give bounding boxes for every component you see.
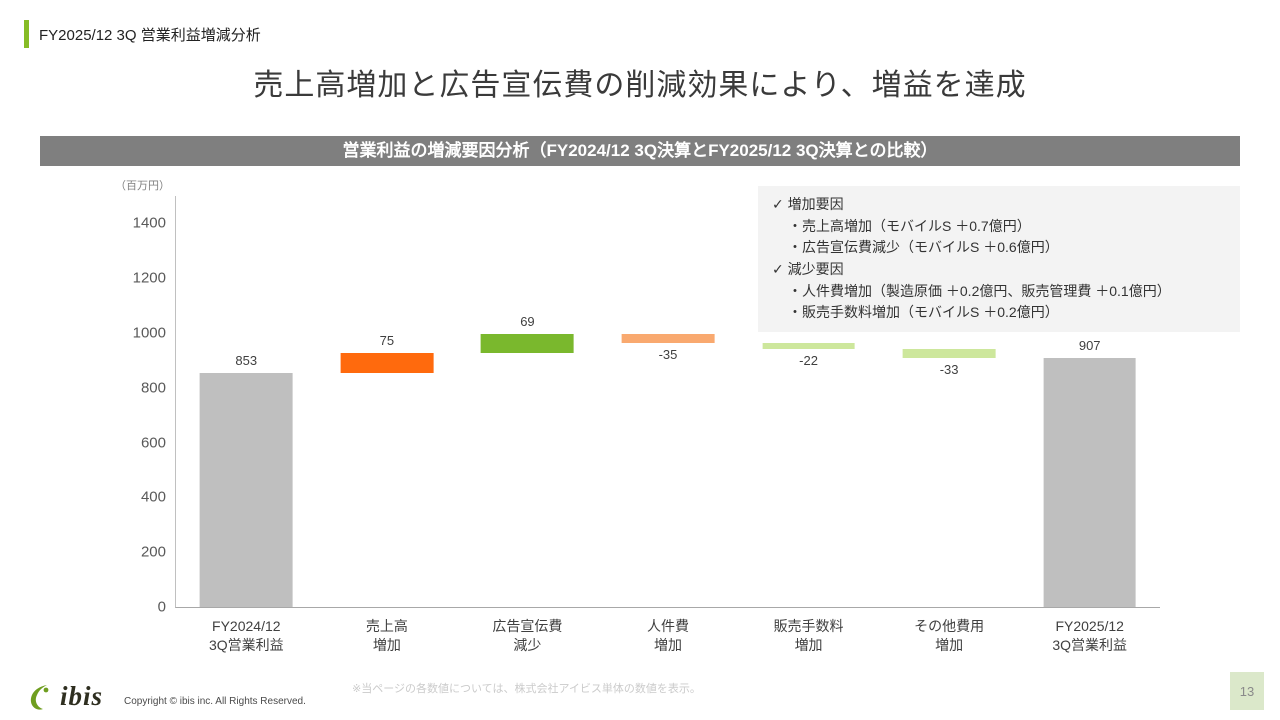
annotation-heading: ✓ 増加要因 [772, 196, 844, 212]
y-tick-label: 600 [140, 434, 166, 452]
bar-value-label: 907 [1078, 338, 1101, 354]
waterfall-column: -33 その他費用 増加 [879, 196, 1020, 653]
waterfall-bar-5 [902, 349, 996, 359]
x-axis-label: 売上高 増加 [365, 618, 408, 653]
x-axis-label: 広告宣伝費 減少 [492, 618, 563, 653]
annotation-heading: ✓ 減少要因 [772, 261, 844, 278]
ibis-logo: ibis [26, 681, 103, 712]
footnote-text: ※当ページの各数値については、株式会社アイビス単体の数値を表示。 [352, 683, 701, 695]
x-axis-label: 人件費 増加 [646, 618, 689, 653]
annotation-lines: ✓ 増加要因・売上高増加（モバイルS ＋0.7億円） ・広告宣伝費減少（モバイルS… [772, 194, 1226, 324]
waterfall-bar-2 [481, 333, 574, 353]
annotation-item: ・広告宣伝費減少（モバイルS ＋0.6億円） [788, 239, 1059, 256]
y-tick-label: 200 [140, 543, 166, 561]
y-tick-label: 1400 [132, 214, 166, 232]
bar-value-label: 75 [379, 332, 395, 348]
waterfall-bar-3 [621, 333, 715, 344]
bar-value-label: 853 [235, 353, 258, 369]
x-axis-label: FY2025/12 3Q営業利益 [1052, 618, 1128, 653]
annotation-item: ・売上高増加（モバイルS ＋0.7億円） [788, 217, 1031, 234]
waterfall-column: 75 売上高 増加 [317, 196, 458, 653]
kicker-text: FY2025/12 3Q 営業利益増減分析 [39, 26, 261, 44]
annotation-item: ・人件費増加（製造原価 ＋0.2億円、販売管理費 ＋0.1億円） [788, 282, 1171, 299]
bar-value-label: -33 [939, 362, 959, 378]
waterfall-column: 69 広告宣伝費 減少 [457, 196, 598, 653]
y-tick-label: 800 [140, 379, 166, 397]
waterfall-bar-6 [1043, 358, 1137, 607]
ibis-logo-icon [30, 684, 49, 710]
x-axis-label: 販売手数料 増加 [773, 618, 844, 653]
annotation-item: ・販売手数料増加（モバイルS ＋0.2億円） [788, 304, 1059, 321]
ibis-logo-text: ibis [60, 681, 104, 711]
waterfall-column: -22 販売手数料 増加 [738, 196, 879, 653]
y-axis-unit-label: （百万円） [115, 180, 170, 192]
x-axis-label: FY2024/12 3Q営業利益 [208, 618, 284, 653]
bar-value-label: -22 [799, 353, 818, 369]
annotation-box: ✓ 増加要因・売上高増加（モバイルS ＋0.7億円） ・広告宣伝費減少（モバイルS… [758, 186, 1240, 333]
bar-value-label: 69 [520, 313, 535, 329]
waterfall-bar-4 [762, 343, 855, 350]
chart-banner: 営業利益の増減要因分析（FY2024/12 3Q決算とFY2025/12 3Q決… [40, 136, 1240, 166]
waterfall-column: 907 FY2025/12 3Q営業利益 [1019, 196, 1160, 653]
y-tick-label: 400 [140, 488, 166, 506]
waterfall-bar-1 [340, 352, 434, 374]
slide-kicker: FY2025/12 3Q 営業利益増減分析 [24, 20, 261, 48]
bar-value-label: -35 [658, 347, 678, 363]
kicker-accent-bar [24, 20, 29, 48]
plot-area: 0 200 400 600 800 1000 1200 1400 853 FY2024/12 3… [133, 196, 1160, 653]
y-tick-label: 0 [157, 598, 166, 616]
page-number: 13 [1230, 672, 1264, 710]
waterfall-column: -35 人件費 増加 [598, 196, 739, 653]
waterfall-column: 853 FY2024/12 3Q営業利益 [176, 196, 317, 653]
waterfall-bar-0 [199, 373, 293, 607]
x-axis-label: その他費用 増加 [914, 618, 985, 653]
y-tick-label: 1000 [132, 324, 166, 342]
y-tick-label: 1200 [132, 269, 166, 287]
page-title: 売上高増加と広告宣伝費の削減効果により、増益を達成 [253, 69, 1027, 102]
y-tick-labels: 0 200 400 600 800 1000 1200 1400 [96, 196, 166, 616]
copyright-text: Copyright © ibis inc. All Rights Reserve… [124, 696, 306, 707]
